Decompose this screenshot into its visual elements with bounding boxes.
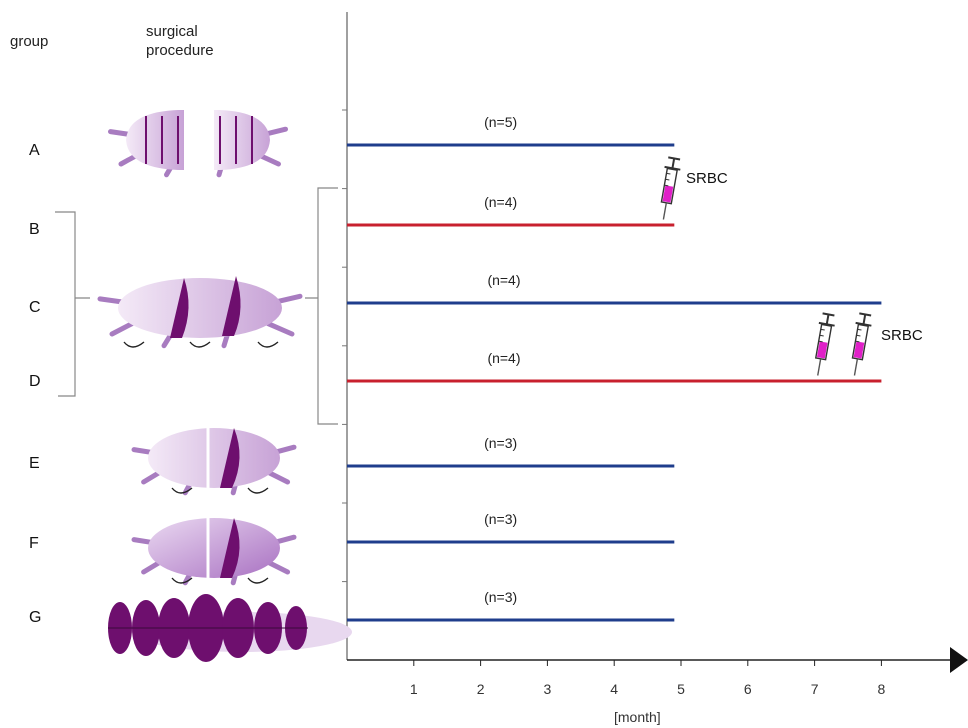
x-tick-label: 7	[811, 681, 819, 697]
group-label-G: G	[29, 609, 41, 626]
x-tick-label: 2	[477, 681, 485, 697]
transverse-cut-body-icon	[108, 110, 288, 178]
x-axis-unit-label: [month]	[614, 709, 661, 725]
segmented-body-icon	[108, 594, 352, 662]
group-label-F: F	[29, 535, 39, 552]
x-tick-label: 8	[878, 681, 886, 697]
sample-size-B: (n=4)	[484, 194, 517, 210]
group-bracket-mid	[305, 187, 338, 425]
sample-size-G: (n=3)	[484, 589, 517, 605]
procedure-icons	[97, 110, 352, 662]
srbc-label: SRBC	[881, 327, 923, 344]
srbc-label: SRBC	[686, 170, 728, 187]
syringe-icon	[851, 312, 872, 376]
group-label-A: A	[29, 142, 40, 159]
group-label-D: D	[29, 373, 41, 390]
x-axis-arrowhead	[950, 647, 968, 673]
sample-size-A: (n=5)	[484, 114, 517, 130]
x-tick-label: 4	[610, 681, 618, 697]
injection-markers: SRBC SRBC	[660, 156, 923, 376]
sample-size-E: (n=3)	[484, 435, 517, 451]
group-label-B: B	[29, 221, 40, 238]
timeline-bars: (n=5) (n=4) (n=4) (n=4) (n=3) (n=3) (n=3)	[347, 114, 882, 622]
group-label-E: E	[29, 455, 40, 472]
sample-size-D: (n=4)	[487, 350, 520, 366]
group-bracket-left	[55, 211, 90, 397]
single-wedge-body-icon	[131, 428, 297, 496]
double-wedge-body-icon	[97, 276, 303, 349]
y-axis-ticks	[342, 109, 347, 583]
group-header: group	[10, 33, 49, 50]
sample-size-C: (n=4)	[487, 272, 520, 288]
syringe-icon	[814, 312, 835, 376]
group-label-C: C	[29, 299, 41, 316]
x-tick-label: 1	[410, 681, 418, 697]
x-tick-label: 3	[544, 681, 552, 697]
x-tick-label: 6	[744, 681, 752, 697]
syringe-icon	[660, 156, 681, 220]
x-axis-ticks: 1 2 3 4 5 6 7 8	[410, 660, 886, 697]
procedure-header: surgical procedure	[146, 23, 214, 59]
group-labels: A B C D E F G	[29, 142, 41, 626]
sample-size-F: (n=3)	[484, 511, 517, 527]
x-tick-label: 5	[677, 681, 685, 697]
single-wedge-body-icon	[131, 518, 297, 586]
